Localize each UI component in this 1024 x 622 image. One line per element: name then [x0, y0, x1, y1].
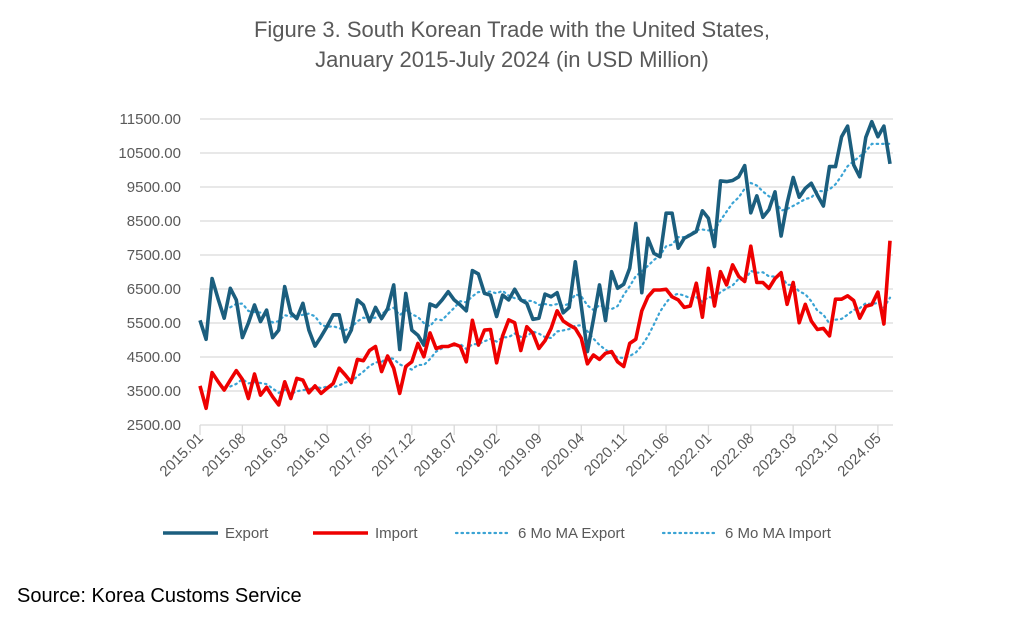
chart-title-line-1: Figure 3. South Korean Trade with the Un… [253, 17, 771, 42]
x-tick-label: 2023.03 [750, 430, 800, 480]
chart-title-line-2: January 2015-July 2024 (in USD Million) [315, 47, 709, 72]
y-tick-label: 7500.00 [127, 247, 181, 264]
x-tick-label: 2020.04 [538, 430, 588, 480]
y-tick-label: 9500.00 [127, 179, 181, 196]
legend-label: 6 Mo MA Export [518, 525, 626, 542]
y-tick-label: 8500.00 [127, 213, 181, 230]
x-tick-label: 2021.06 [623, 430, 673, 480]
x-tick-label: 2023.10 [792, 430, 842, 480]
x-tick-label: 2022.01 [665, 430, 715, 480]
y-tick-label: 10500.00 [118, 145, 181, 162]
series-line-export [198, 119, 892, 354]
x-tick-label: 2018.07 [411, 430, 461, 480]
y-tick-label: 4500.00 [127, 349, 181, 366]
y-tick-label: 6500.00 [127, 281, 181, 298]
source-note: Source: Korea Customs Service [17, 585, 302, 607]
y-tick-label: 3500.00 [127, 383, 181, 400]
series-line-import [198, 240, 892, 411]
x-tick-label: 2019.02 [453, 430, 503, 480]
y-tick-label: 5500.00 [127, 315, 181, 332]
x-tick-label: 2015.01 [156, 430, 206, 480]
x-tick-label: 2017.12 [368, 430, 418, 480]
legend-label: 6 Mo MA Import [725, 525, 832, 542]
x-tick-label: 2019.09 [495, 430, 545, 480]
x-tick-label: 2017.05 [326, 430, 376, 480]
legend-label: Export [225, 525, 269, 542]
x-tick-label: 2015.08 [199, 430, 249, 480]
x-tick-label: 2024.05 [834, 430, 884, 480]
x-tick-label: 2016.03 [241, 430, 291, 480]
legend-label: Import [375, 525, 418, 542]
x-tick-label: 2020.11 [581, 430, 631, 480]
y-tick-label: 11500.00 [120, 111, 181, 128]
x-tick-label: 2022.08 [707, 430, 757, 480]
x-tick-label: 2016.10 [284, 430, 334, 480]
y-tick-label: 2500.00 [127, 417, 181, 434]
